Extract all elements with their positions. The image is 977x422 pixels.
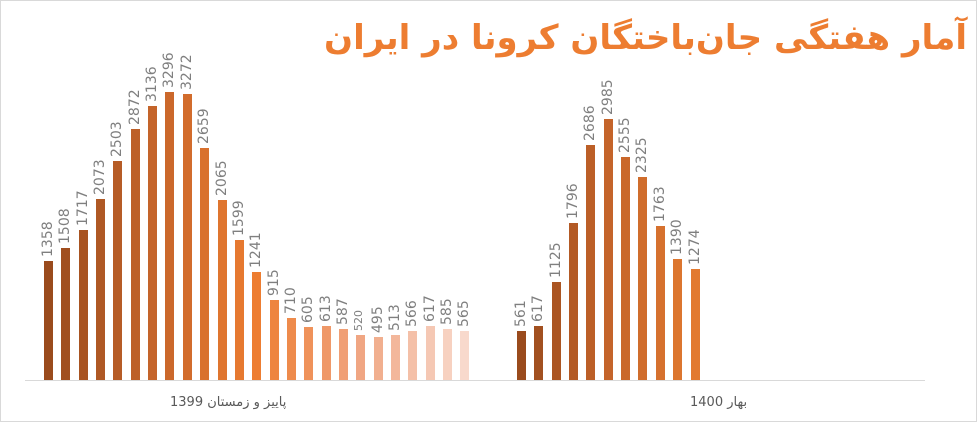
bar-value-label: 3296 bbox=[161, 52, 178, 88]
bar bbox=[638, 176, 648, 380]
bar bbox=[234, 240, 244, 380]
bar bbox=[586, 145, 596, 380]
bar bbox=[182, 94, 192, 380]
bar bbox=[690, 268, 700, 380]
bar bbox=[44, 261, 53, 380]
bar-value-label: 613 bbox=[317, 295, 334, 323]
bar bbox=[61, 248, 71, 380]
bar-value-label: 561 bbox=[513, 300, 529, 327]
category-label-1399: پاییز و زمستان 1399 bbox=[170, 395, 287, 410]
bar bbox=[460, 330, 470, 380]
bar bbox=[373, 336, 383, 380]
bar-value-label: 1763 bbox=[651, 186, 668, 222]
bar bbox=[321, 326, 331, 380]
bar bbox=[603, 119, 613, 380]
bar-value-label: 520 bbox=[352, 309, 366, 331]
bar-value-label: 1796 bbox=[565, 183, 582, 220]
bar-value-label: 2555 bbox=[617, 117, 634, 153]
bar-value-label: 2686 bbox=[582, 105, 599, 142]
bar-value-label: 710 bbox=[282, 287, 299, 314]
bar-value-label: 2872 bbox=[126, 89, 143, 126]
bar-value-label: 2073 bbox=[92, 159, 109, 195]
bar-value-label: 915 bbox=[265, 269, 282, 297]
bar bbox=[569, 223, 579, 380]
bar-value-label: 2325 bbox=[634, 137, 651, 173]
chart-title: آمار هفتگی جان‌باختگان کرونا در ایران bbox=[324, 18, 967, 58]
bar-value-label: 1125 bbox=[547, 242, 564, 278]
bar-value-label: 1599 bbox=[230, 200, 247, 237]
bar bbox=[78, 229, 88, 380]
bar bbox=[356, 334, 366, 380]
bar bbox=[217, 199, 227, 380]
bar-value-label: 1274 bbox=[686, 229, 703, 265]
bar-value-label: 1390 bbox=[669, 218, 686, 255]
bar bbox=[165, 92, 175, 380]
bar bbox=[130, 129, 140, 380]
bar bbox=[252, 271, 262, 380]
bar-value-label: 495 bbox=[369, 306, 386, 333]
bar bbox=[338, 328, 348, 380]
bar-value-label: 2659 bbox=[196, 108, 213, 144]
bar-value-label: 1358 bbox=[40, 221, 56, 258]
bar-value-label: 617 bbox=[421, 295, 438, 323]
bar bbox=[517, 330, 526, 380]
bar bbox=[391, 335, 400, 380]
bar-value-label: 1717 bbox=[74, 190, 91, 226]
bar bbox=[443, 328, 453, 380]
bar bbox=[113, 161, 123, 380]
bar bbox=[304, 327, 314, 380]
category-label-1400: بهار 1400 bbox=[690, 395, 748, 410]
bar-value-label: 617 bbox=[530, 295, 547, 323]
bar-value-label: 585 bbox=[439, 298, 456, 325]
bar-value-label: 3272 bbox=[178, 54, 195, 91]
bar bbox=[655, 225, 665, 380]
x-axis-line bbox=[25, 380, 925, 381]
bar bbox=[148, 105, 158, 380]
bar-value-label: 1508 bbox=[57, 208, 74, 245]
bar bbox=[96, 198, 106, 380]
bar-value-label: 2985 bbox=[599, 79, 616, 116]
bar-value-label: 605 bbox=[300, 296, 317, 324]
bar-value-label: 565 bbox=[456, 299, 473, 327]
bar-value-label: 2503 bbox=[109, 121, 126, 158]
bar-value-label: 513 bbox=[387, 304, 403, 332]
bar-value-label: 587 bbox=[334, 297, 351, 325]
bar bbox=[408, 330, 418, 380]
bar bbox=[534, 326, 544, 380]
bar bbox=[621, 156, 631, 380]
bar bbox=[200, 147, 210, 380]
bar-value-label: 2065 bbox=[213, 159, 230, 196]
bar bbox=[269, 300, 279, 380]
bar-value-label: 3136 bbox=[144, 66, 161, 102]
bar bbox=[425, 326, 435, 380]
bar bbox=[551, 281, 561, 380]
bar-value-label: 1241 bbox=[248, 231, 265, 268]
bar bbox=[673, 258, 683, 380]
bar-value-label: 566 bbox=[404, 299, 421, 327]
bar bbox=[286, 317, 296, 380]
